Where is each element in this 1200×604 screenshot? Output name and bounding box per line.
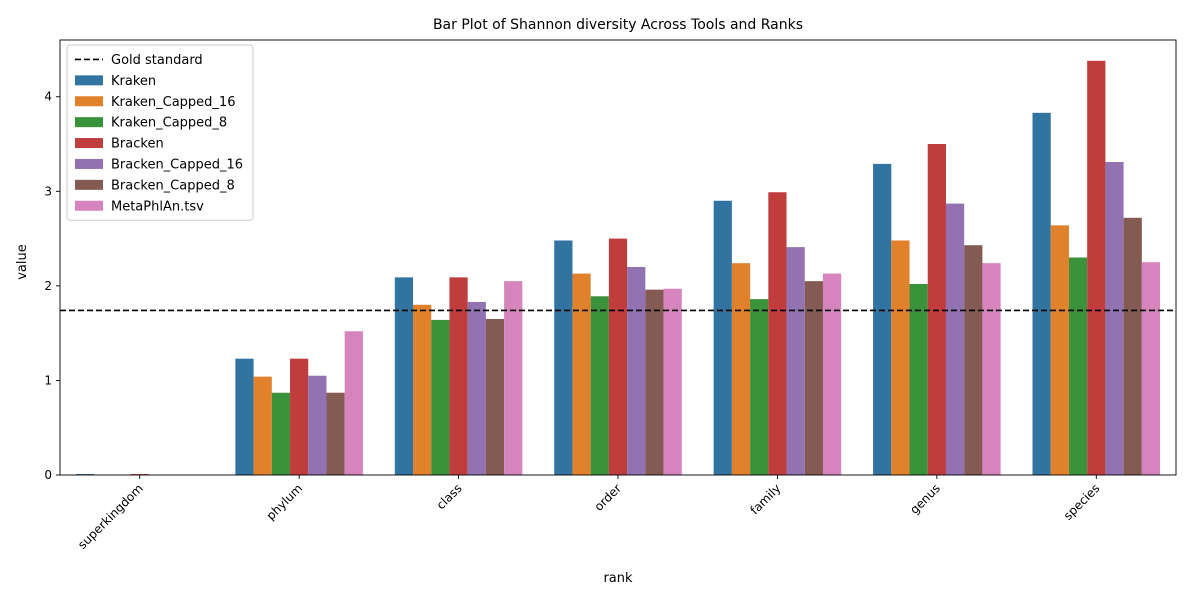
x-tick-label-family: family — [747, 481, 783, 517]
bar-kraken-capped-16-phylum — [253, 376, 272, 475]
bar-kraken-family — [713, 200, 732, 475]
bar-bracken-family — [768, 192, 787, 475]
bars-layer — [75, 60, 1161, 476]
bar-bracken-superkingdom — [130, 474, 149, 475]
bar-bracken-capped-8-order — [645, 289, 664, 475]
bar-kraken-class — [394, 277, 414, 475]
bar-kraken-capped-8-species — [1068, 257, 1088, 475]
bar-kraken-capped-8-genus — [909, 283, 928, 475]
chart-title: Bar Plot of Shannon diversity Across Too… — [433, 17, 803, 33]
bar-bracken-capped-16-class — [467, 301, 486, 475]
bar-kraken-capped-8-phylum — [271, 392, 291, 475]
bar-bracken-order — [608, 238, 628, 475]
legend-gold-standard-label: Gold standard — [111, 53, 203, 68]
bar-bracken-capped-8-family — [804, 281, 823, 475]
legend-label-kraken: Kraken — [111, 74, 156, 89]
bar-bracken-capped-8-phylum — [326, 392, 345, 475]
bar-bracken-phylum — [290, 358, 309, 475]
bar-kraken-capped-8-order — [590, 296, 609, 475]
legend-swatch-kraken-capped-16 — [75, 96, 103, 107]
bar-bracken-capped-8-class — [485, 318, 505, 475]
bar-kraken-phylum — [235, 358, 254, 475]
bar-bracken-capped-8-genus — [964, 245, 983, 475]
legend-label-bracken-capped-16: Bracken_Capped_16 — [111, 157, 243, 172]
bar-bracken-capped-16-order — [627, 266, 646, 475]
legend-label-bracken: Bracken — [111, 137, 164, 152]
x-tick-label-species: species — [1061, 481, 1103, 523]
bar-metaphlan-tsv-class — [504, 281, 523, 475]
bar-kraken-capped-16-family — [731, 263, 751, 475]
y-tick-label: 4 — [44, 90, 52, 104]
bar-kraken-capped-16-class — [413, 304, 432, 475]
legend-swatch-kraken — [75, 75, 103, 86]
x-axis-label: rank — [603, 571, 633, 586]
bar-bracken-capped-16-species — [1105, 161, 1124, 476]
bar-bracken-class — [449, 277, 468, 475]
legend-swatch-bracken-capped-16 — [75, 158, 103, 169]
bar-kraken-capped-8-family — [750, 299, 769, 475]
y-axis-label: value — [15, 244, 30, 280]
bar-metaphlan-tsv-order — [663, 288, 682, 475]
legend-label-metaphlan-tsv: MetaPhlAn.tsv — [111, 199, 204, 214]
bar-bracken-capped-16-genus — [945, 203, 965, 475]
bar-kraken-order — [554, 240, 573, 475]
legend-swatch-metaphlan-tsv — [75, 200, 103, 211]
x-tick-label-superkingdom: superkingdom — [75, 481, 146, 552]
bar-bracken-capped-8-species — [1123, 217, 1142, 475]
bar-bracken-genus — [927, 144, 946, 475]
legend-swatch-bracken-capped-8 — [75, 179, 103, 190]
bar-metaphlan-tsv-family — [822, 273, 842, 475]
bar-kraken-capped-16-order — [572, 273, 591, 475]
bar-bracken-capped-16-family — [786, 247, 805, 475]
y-tick-label: 2 — [44, 279, 52, 293]
legend-swatch-kraken-capped-8 — [75, 117, 103, 128]
bar-kraken-species — [1032, 112, 1051, 475]
bar-metaphlan-tsv-species — [1141, 262, 1161, 475]
y-tick-label: 3 — [44, 184, 52, 198]
x-tick-label-order: order — [592, 481, 625, 514]
legend-label-bracken-capped-8: Bracken_Capped_8 — [111, 178, 235, 193]
bar-kraken-capped-16-genus — [891, 240, 910, 475]
legend-label-kraken-capped-16: Kraken_Capped_16 — [111, 95, 235, 110]
x-tick-label-phylum: phylum — [264, 481, 306, 523]
legend-box — [66, 44, 254, 221]
bar-kraken-capped-8-class — [431, 319, 450, 475]
legend-label-kraken-capped-8: Kraken_Capped_8 — [111, 116, 227, 131]
bar-bracken-capped-16-phylum — [308, 375, 327, 475]
legend-swatch-bracken — [75, 138, 103, 149]
legend: Gold standard Kraken Kraken_Capped_16 Krake… — [66, 44, 254, 221]
x-tick-label-class: class — [434, 481, 465, 512]
bar-metaphlan-tsv-genus — [982, 263, 1001, 475]
x-tick-label-genus: genus — [907, 481, 943, 517]
bar-bracken-species — [1087, 60, 1106, 476]
bar-kraken-genus — [873, 163, 892, 475]
bar-metaphlan-tsv-phylum — [344, 331, 363, 475]
bar-kraken-superkingdom — [75, 474, 95, 475]
bar-kraken-capped-16-species — [1050, 225, 1069, 475]
y-tick-label: 1 — [44, 373, 52, 387]
y-tick-label: 0 — [44, 468, 52, 482]
